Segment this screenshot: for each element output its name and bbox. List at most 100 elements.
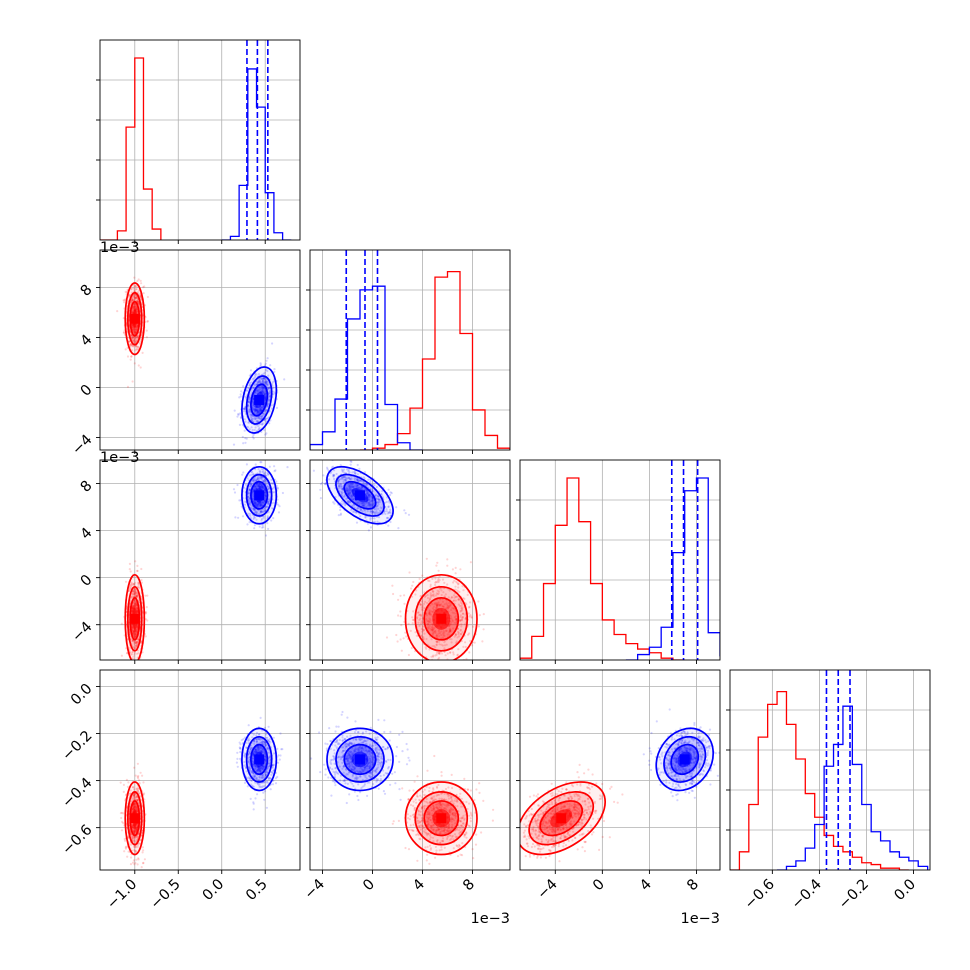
scatter-point: [131, 336, 134, 339]
scatter-point: [133, 339, 136, 342]
scatter-point: [257, 484, 261, 487]
scatter-point: [261, 390, 264, 393]
scatter-point: [136, 348, 139, 351]
scatter-point: [133, 635, 136, 638]
scatter-point: [246, 477, 249, 480]
scatter-point: [341, 500, 344, 503]
scatter-point: [419, 603, 423, 606]
scatter-point: [131, 345, 135, 348]
scatter-point: [263, 494, 266, 497]
scatter-point: [352, 510, 356, 514]
scatter-point: [448, 602, 451, 605]
scatter-point: [350, 509, 353, 512]
scatter-point: [437, 580, 440, 584]
scatter-point: [120, 816, 123, 820]
panel-frame: [730, 670, 930, 870]
scatter-point: [260, 476, 263, 479]
scatter-point: [257, 502, 261, 505]
scatter-point: [272, 390, 275, 393]
scatter-point: [135, 308, 138, 311]
scatter-point: [437, 658, 440, 660]
scatter-point: [131, 606, 134, 609]
scatter-point: [257, 478, 260, 481]
scatter-point: [437, 590, 441, 593]
scatter-point: [263, 392, 266, 395]
scatter-point: [256, 411, 259, 414]
scatter-point: [262, 484, 265, 488]
scatter-point: [350, 496, 353, 499]
scatter-point: [131, 823, 134, 827]
scatter-point: [438, 656, 441, 660]
scatter-point: [136, 845, 139, 849]
scatter-point: [305, 485, 307, 487]
scatter-point: [447, 662, 449, 664]
scatter-point: [451, 664, 453, 666]
histogram-red-var0: [100, 57, 162, 240]
scatter-point: [259, 408, 262, 411]
scatter-point: [134, 589, 137, 593]
scatter-point: [260, 485, 263, 489]
scatter-point: [250, 418, 253, 421]
scatter-point: [267, 511, 270, 514]
scatter-point: [435, 634, 438, 637]
scatter-point: [134, 602, 137, 605]
scatter-point: [365, 483, 368, 486]
scatter-point: [431, 629, 434, 632]
scatter-point: [131, 628, 134, 631]
scatter-point: [418, 577, 421, 581]
scatter-point: [253, 479, 256, 483]
scatter-point: [243, 429, 246, 432]
scatter-point: [264, 433, 267, 436]
scatter-point: [453, 635, 456, 638]
scatter-point: [248, 488, 251, 492]
scatter-point: [457, 648, 460, 651]
scatter-point: [379, 506, 382, 509]
scatter-point: [256, 390, 259, 393]
scatter-point: [455, 640, 458, 643]
scatter-point: [260, 406, 263, 409]
scatter-point: [411, 616, 414, 619]
scatter-point: [252, 420, 255, 423]
scatter-point: [430, 638, 433, 641]
scatter-point: [261, 485, 264, 488]
scatter-point: [253, 477, 256, 480]
scatter-point: [134, 629, 137, 632]
scatter-point: [347, 489, 350, 492]
scatter-point: [454, 632, 457, 636]
scatter-point: [133, 599, 136, 602]
scatter-point: [426, 593, 429, 597]
scatter-point: [143, 858, 146, 861]
scatter-point: [132, 655, 135, 658]
scatter-point: [450, 617, 453, 620]
scatter-point: [357, 478, 360, 481]
scatter-point: [438, 640, 441, 643]
scatter-point: [261, 524, 264, 527]
scatter-point: [242, 410, 246, 413]
scatter-point: [433, 631, 436, 634]
scatter-point: [437, 629, 440, 632]
scatter-point: [128, 340, 131, 343]
scatter-point: [133, 307, 136, 310]
scatter-point: [462, 597, 465, 600]
scatter-point: [259, 365, 262, 368]
scatter-point: [274, 469, 277, 472]
scatter-point: [452, 600, 455, 603]
scatter-point: [131, 336, 135, 340]
scatter-point: [247, 401, 250, 404]
scatter-point: [436, 581, 439, 584]
scatter-point: [468, 651, 471, 654]
scatter-point: [264, 505, 267, 508]
scatter-point: [350, 483, 353, 486]
scatter-point: [254, 488, 257, 491]
scatter-point: [133, 591, 136, 594]
scatter-point: [265, 505, 268, 508]
scatter-point: [430, 655, 433, 658]
scatter-point: [371, 490, 374, 493]
scatter-point: [420, 613, 423, 617]
scatter-point: [132, 830, 135, 833]
scatter-point: [131, 807, 135, 810]
scatter-point: [258, 503, 261, 506]
panel-border: [99, 249, 301, 451]
scatter-point: [459, 610, 462, 613]
scatter-point: [452, 627, 455, 630]
